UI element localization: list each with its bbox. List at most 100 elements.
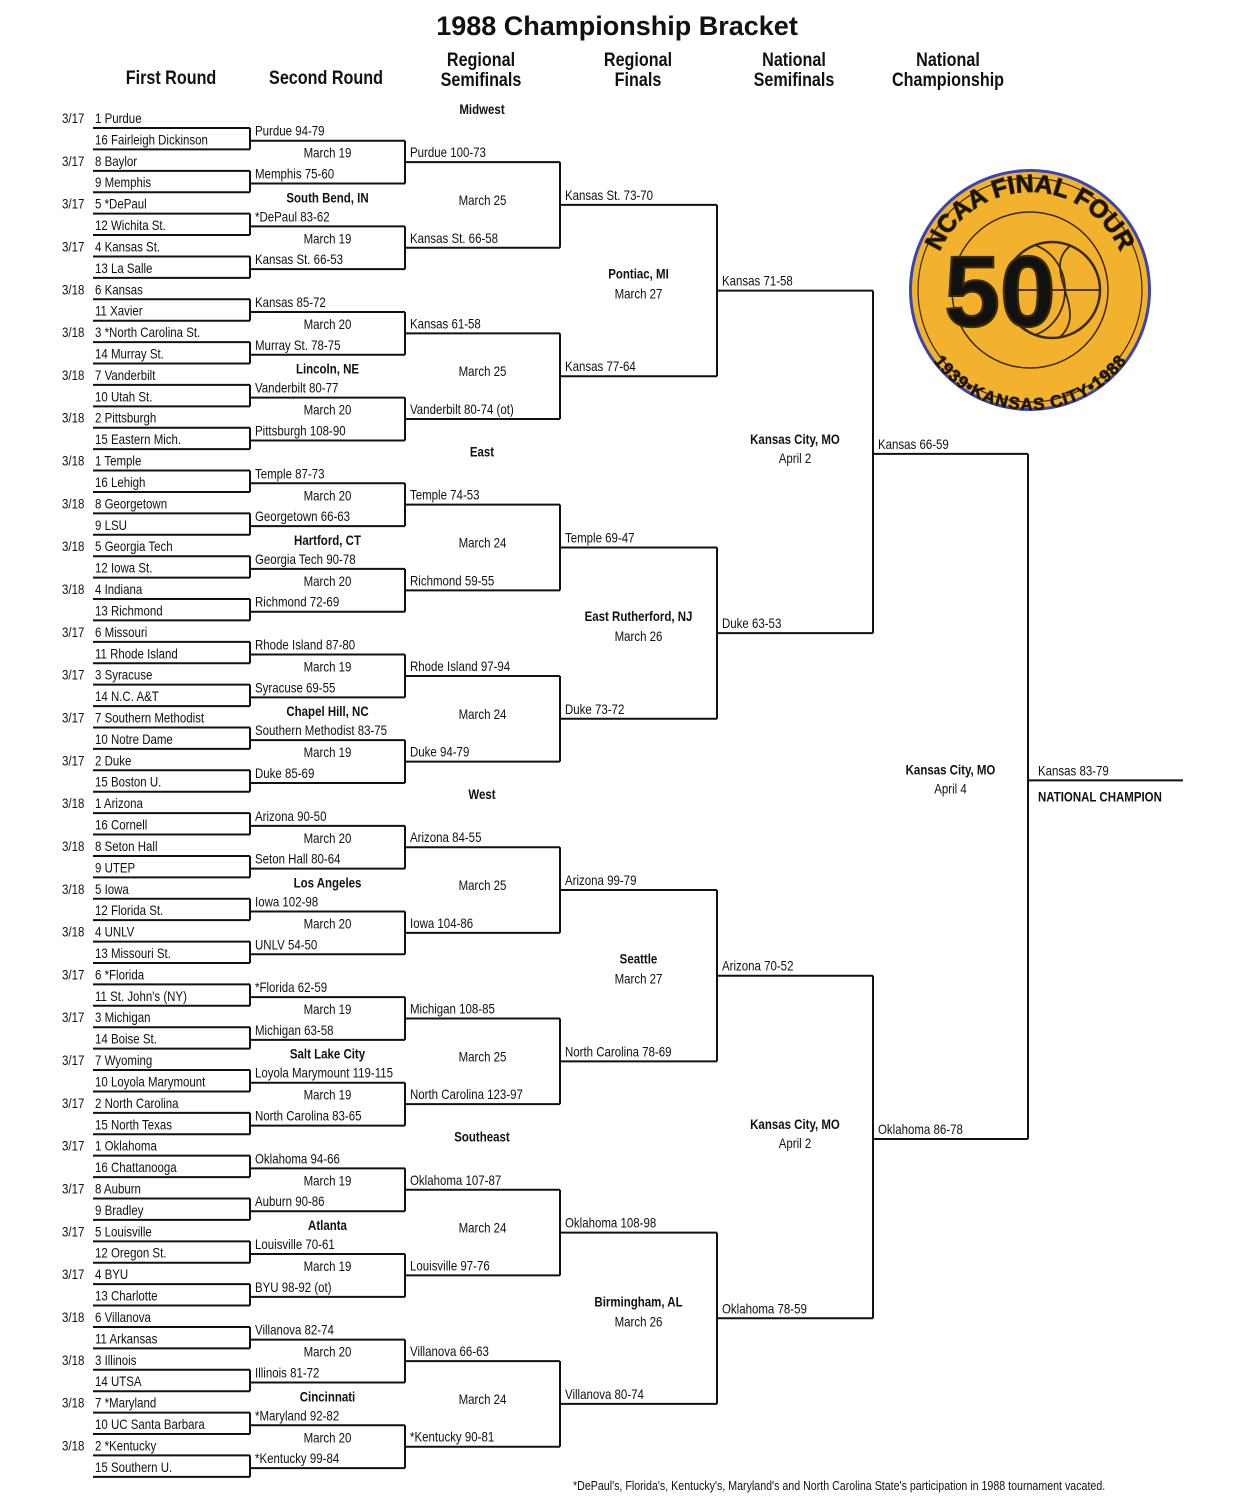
game-result: Kansas St. 73-70 <box>565 187 653 203</box>
game-result: Rhode Island 87-80 <box>255 636 355 652</box>
column-header: Semifinals <box>754 69 835 91</box>
game-date: March 25 <box>459 363 507 379</box>
team-name: 14 N.C. A&T <box>95 688 159 704</box>
site-name: Cincinnati <box>300 1388 355 1404</box>
game-date: 3/17 <box>62 1138 84 1154</box>
game-result: North Carolina 83-65 <box>255 1107 362 1123</box>
site-name: Pontiac, MI <box>608 265 669 281</box>
game-date: 3/18 <box>62 881 84 897</box>
game-result: Villanova 80-74 <box>565 1386 644 1402</box>
team-name: 7 Southern Methodist <box>95 709 204 725</box>
team-name: 8 Georgetown <box>95 495 167 511</box>
team-name: 9 Memphis <box>95 174 151 190</box>
team-name: 11 Rhode Island <box>95 645 178 661</box>
game-date: March 27 <box>615 971 663 987</box>
site-name: Salt Lake City <box>290 1046 366 1062</box>
team-name: 12 Oregon St. <box>95 1245 166 1261</box>
game-result: Kansas St. 66-53 <box>255 251 343 267</box>
game-date: March 20 <box>304 1429 352 1445</box>
basketball-icon <box>1002 240 1102 340</box>
team-name: 3 *North Carolina St. <box>95 324 200 340</box>
game-result: Kansas 77-64 <box>565 358 636 374</box>
game-date: March 20 <box>304 316 352 332</box>
game-date: March 25 <box>459 877 507 893</box>
game-result: Richmond 59-55 <box>410 572 494 588</box>
game-result: Oklahoma 108-98 <box>565 1214 656 1230</box>
team-name: 3 Syracuse <box>95 667 152 683</box>
column-header: National <box>916 49 980 71</box>
team-name: 11 St. John's (NY) <box>95 988 187 1004</box>
game-date: April 4 <box>934 780 967 796</box>
game-date: 3/18 <box>62 452 84 468</box>
champion-label: NATIONAL CHAMPION <box>1038 788 1162 804</box>
game-result: Arizona 70-52 <box>722 958 793 974</box>
team-name: 15 Eastern Mich. <box>95 431 181 447</box>
team-name: 2 Duke <box>95 752 131 768</box>
site-name: Kansas City, MO <box>750 431 840 447</box>
team-name: 1 Purdue <box>95 110 142 126</box>
game-date: March 20 <box>304 573 352 589</box>
team-name: 10 Utah St. <box>95 388 152 404</box>
game-result: Oklahoma 78-59 <box>722 1300 807 1316</box>
team-name: 16 Fairleigh Dickinson <box>95 131 208 147</box>
team-name: 14 UTSA <box>95 1373 142 1389</box>
game-result: *DePaul 83-62 <box>255 208 330 224</box>
site-name: Hartford, CT <box>294 532 361 548</box>
game-date: 3/17 <box>62 667 84 683</box>
team-name: 4 UNLV <box>95 923 135 939</box>
team-name: 2 North Carolina <box>95 1095 179 1111</box>
game-date: March 24 <box>459 534 507 550</box>
game-result: Loyola Marymount 119-115 <box>255 1065 393 1081</box>
champion-result: Kansas 83-79 <box>1038 762 1109 778</box>
game-result: Temple 74-53 <box>410 487 480 503</box>
game-result: Villanova 82-74 <box>255 1322 334 1338</box>
team-name: 2 *Kentucky <box>95 1437 157 1453</box>
game-date: 3/18 <box>62 923 84 939</box>
team-name: 10 Loyola Marymount <box>95 1073 206 1089</box>
game-date: March 24 <box>459 706 507 722</box>
team-name: 12 Iowa St. <box>95 559 152 575</box>
game-date: March 19 <box>304 1001 352 1017</box>
game-date: 3/17 <box>62 1095 84 1111</box>
game-result: UNLV 54-50 <box>255 936 317 952</box>
game-result: Duke 73-72 <box>565 701 624 717</box>
game-result: Auburn 90-86 <box>255 1193 325 1209</box>
game-result: *Florida 62-59 <box>255 979 327 995</box>
game-date: 3/17 <box>62 1052 84 1068</box>
team-name: 7 *Maryland <box>95 1394 156 1410</box>
game-date: March 20 <box>304 402 352 418</box>
game-date: 3/18 <box>62 324 84 340</box>
game-result: Arizona 90-50 <box>255 808 326 824</box>
game-result: Georgetown 66-63 <box>255 508 350 524</box>
game-result: *Kentucky 90-81 <box>410 1429 494 1445</box>
game-result: Villanova 66-63 <box>410 1343 489 1359</box>
game-date: March 20 <box>304 1344 352 1360</box>
team-name: 9 LSU <box>95 517 127 533</box>
game-result: Temple 87-73 <box>255 465 325 481</box>
game-result: Oklahoma 86-78 <box>878 1121 963 1137</box>
game-date: 3/18 <box>62 581 84 597</box>
site-name: Lincoln, NE <box>296 361 360 377</box>
team-name: 11 Arkansas <box>95 1330 157 1346</box>
game-result: Georgia Tech 90-78 <box>255 551 356 567</box>
team-name: 8 Seton Hall <box>95 838 158 854</box>
bracket-lines <box>93 127 1183 1478</box>
team-name: 4 Indiana <box>95 581 143 597</box>
game-result: *Maryland 92-82 <box>255 1407 339 1423</box>
team-name: 9 Bradley <box>95 1202 144 1218</box>
team-name: 5 *DePaul <box>95 196 147 212</box>
game-date: March 19 <box>304 744 352 760</box>
team-name: 6 Missouri <box>95 624 147 640</box>
game-result: BYU 98-92 (ot) <box>255 1279 332 1295</box>
region-name: Southeast <box>454 1129 510 1145</box>
team-name: 8 Baylor <box>95 153 138 169</box>
game-date: 3/17 <box>62 709 84 725</box>
game-date: March 26 <box>615 1313 663 1329</box>
team-name: 14 Murray St. <box>95 345 164 361</box>
game-result: Seton Hall 80-64 <box>255 851 340 867</box>
game-result: Arizona 99-79 <box>565 872 636 888</box>
game-result: Oklahoma 94-66 <box>255 1150 340 1166</box>
team-name: 12 Wichita St. <box>95 217 166 233</box>
game-result: Michigan 63-58 <box>255 1022 333 1038</box>
game-date: March 24 <box>459 1391 507 1407</box>
